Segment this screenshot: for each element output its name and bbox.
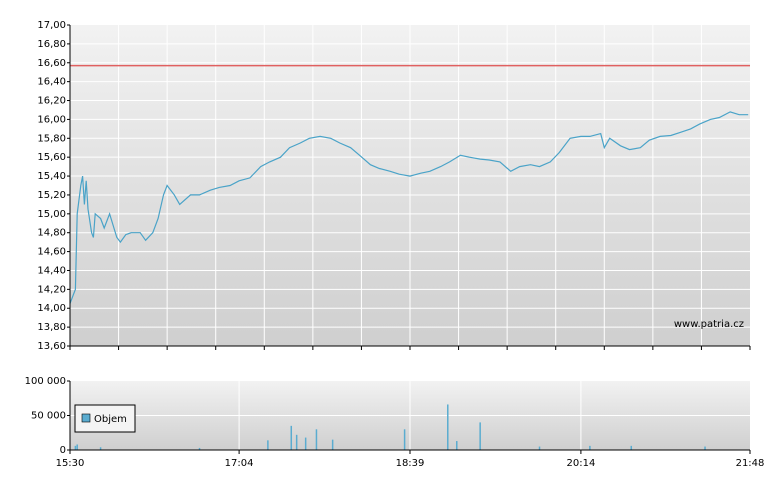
y-tick-label: 16,00 (37, 114, 66, 125)
x-tick-label: 17:04 (225, 458, 254, 469)
y-tick-label: 17,00 (37, 20, 66, 31)
volume-bar (403, 429, 406, 450)
volume-bar (76, 444, 78, 450)
x-tick-label: 18:39 (396, 458, 425, 469)
y-tick-label: 50 000 (31, 411, 66, 422)
y-tick-label: 15,00 (37, 209, 66, 220)
volume-bar (589, 445, 591, 450)
volume-bar (331, 439, 334, 450)
y-tick-label: 100 000 (25, 376, 66, 387)
volume-bar (290, 425, 293, 450)
legend-swatch (81, 413, 91, 423)
x-tick-label: 21:48 (736, 458, 765, 469)
y-tick-label: 16,60 (37, 58, 66, 69)
y-tick-label: 15,80 (37, 133, 66, 144)
volume-bar (479, 422, 481, 450)
volume-bar (704, 446, 706, 450)
volume-bar (630, 445, 633, 450)
y-tick-label: 14,60 (37, 247, 66, 258)
legend-label: Objem (94, 414, 127, 425)
x-tick-label: 15:30 (56, 458, 85, 469)
y-tick-label: 14,00 (37, 303, 66, 314)
y-tick-label: 15,20 (37, 190, 66, 201)
y-tick-label: 14,80 (37, 228, 66, 239)
volume-bar (456, 441, 458, 450)
volume-bar (198, 447, 201, 450)
volume-bar (538, 446, 541, 450)
x-tick-label: 20:14 (566, 458, 595, 469)
y-tick-label: 0 (60, 445, 66, 456)
y-tick-label: 16,40 (37, 77, 66, 88)
volume-bar (447, 404, 449, 450)
volume-bar (304, 437, 307, 450)
y-tick-label: 15,60 (37, 152, 66, 163)
volume-bar (74, 445, 77, 450)
y-tick-label: 15,40 (37, 171, 66, 182)
y-tick-label: 16,80 (37, 39, 66, 50)
volume-bar (295, 434, 298, 450)
volume-bar (267, 440, 269, 450)
y-tick-label: 13,60 (37, 341, 66, 352)
watermark: www.patria.cz (674, 319, 744, 330)
volume-bar (315, 429, 318, 450)
y-tick-label: 14,20 (37, 284, 66, 295)
price-line (69, 111, 749, 304)
y-tick-label: 16,20 (37, 96, 66, 107)
y-tick-label: 13,80 (37, 322, 66, 333)
volume-bar (99, 447, 102, 450)
y-tick-label: 14,40 (37, 265, 66, 276)
